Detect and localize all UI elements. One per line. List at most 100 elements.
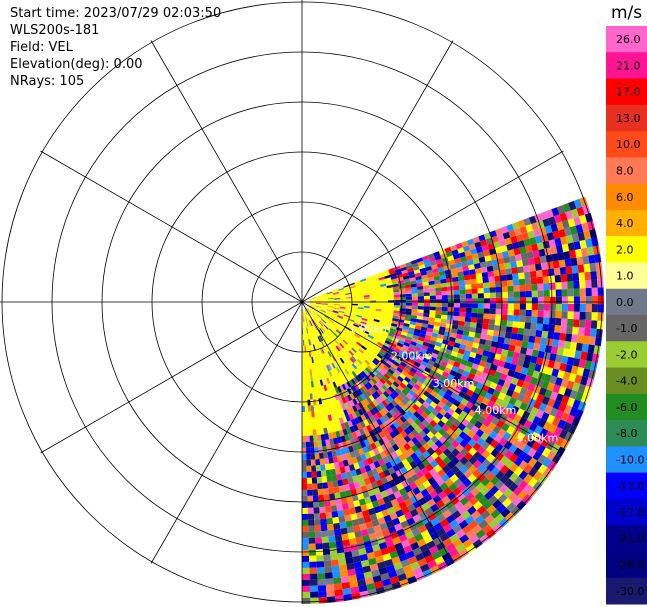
- data-cell: [361, 333, 368, 339]
- data-cell: [422, 426, 431, 435]
- data-cell: [522, 483, 533, 494]
- data-cell: [318, 500, 325, 508]
- data-cell: [587, 344, 595, 354]
- data-cell: [386, 426, 394, 434]
- data-cell: [532, 250, 540, 258]
- data-cell: [544, 345, 553, 354]
- data-cell: [355, 343, 361, 349]
- range-ring-label: 4.00km: [475, 404, 517, 417]
- data-cell: [459, 343, 467, 350]
- data-cell: [305, 423, 310, 430]
- data-cell: [309, 298, 316, 301]
- data-cell: [372, 384, 379, 391]
- colorbar-segment: [606, 446, 647, 474]
- data-cell: [503, 337, 511, 345]
- data-cell: [413, 373, 421, 381]
- data-cell: [534, 336, 542, 344]
- data-cell: [337, 379, 342, 386]
- data-cell: [535, 409, 545, 419]
- data-cell: [307, 307, 313, 312]
- data-cell: [381, 304, 388, 308]
- data-cell: [439, 504, 449, 514]
- data-cell: [514, 399, 523, 409]
- data-cell: [386, 316, 393, 321]
- data-cell: [310, 453, 316, 460]
- data-cell: [459, 307, 466, 313]
- data-cell: [402, 325, 410, 331]
- data-cell: [518, 278, 526, 286]
- data-cell: [328, 487, 335, 495]
- elevation-label: Elevation(deg): 0.00: [10, 57, 143, 72]
- data-cell: [381, 297, 388, 301]
- data-cell: [303, 351, 306, 358]
- data-cell: [412, 500, 422, 509]
- data-cell: [330, 356, 335, 363]
- data-cell: [325, 469, 332, 477]
- data-cell: [528, 467, 538, 478]
- data-cell: [405, 296, 412, 300]
- data-cell: [320, 354, 324, 361]
- data-cell: [338, 515, 346, 523]
- data-cell: [543, 317, 550, 325]
- data-cell: [311, 311, 317, 317]
- data-cell: [363, 515, 372, 524]
- data-cell: [462, 245, 471, 252]
- data-cell: [381, 311, 388, 315]
- data-cell: [364, 359, 371, 366]
- data-cell: [327, 304, 334, 306]
- data-cell: [468, 384, 477, 392]
- data-cell: [359, 387, 366, 394]
- data-cell: [332, 388, 337, 395]
- data-cell: [339, 385, 345, 392]
- data-cell: [414, 346, 422, 352]
- data-cell: [407, 536, 417, 545]
- data-cell: [506, 502, 517, 512]
- data-cell: [353, 361, 360, 368]
- data-cell: [462, 370, 470, 378]
- data-cell: [447, 294, 454, 299]
- data-cell: [378, 322, 386, 327]
- data-cell: [519, 303, 526, 310]
- data-cell: [389, 459, 398, 467]
- data-cell: [449, 263, 457, 270]
- data-cell: [424, 334, 432, 340]
- data-cell: [567, 296, 574, 304]
- data-cell: [446, 281, 454, 287]
- data-cell: [315, 368, 319, 375]
- data-cell: [302, 370, 305, 376]
- data-cell: [307, 307, 313, 312]
- data-cell: [515, 365, 523, 374]
- data-cell: [324, 365, 329, 372]
- data-cell: [502, 343, 510, 351]
- data-cell: [450, 332, 457, 339]
- data-cell: [488, 351, 496, 359]
- data-cell: [310, 332, 314, 339]
- data-cell: [433, 522, 443, 532]
- data-cell: [441, 495, 451, 505]
- data-cell: [454, 372, 463, 380]
- data-cell: [543, 303, 550, 311]
- data-cell: [318, 494, 325, 502]
- data-cell: [448, 298, 454, 304]
- data-cell: [378, 402, 386, 410]
- data-cell: [309, 326, 312, 333]
- data-cell: [436, 368, 444, 376]
- data-cell: [308, 314, 312, 320]
- data-cell: [337, 479, 344, 487]
- data-cell: [351, 494, 359, 502]
- data-cell: [413, 349, 420, 355]
- data-cell: [415, 390, 424, 398]
- data-cell: [320, 293, 327, 297]
- data-cell: [550, 346, 559, 355]
- data-cell: [309, 303, 316, 305]
- data-cell: [440, 318, 447, 324]
- data-cell: [429, 310, 436, 315]
- data-cell: [470, 425, 480, 434]
- data-cell: [351, 370, 358, 378]
- data-cell: [314, 343, 318, 351]
- data-cell: [345, 306, 352, 308]
- data-cell: [411, 436, 419, 445]
- data-cell: [393, 294, 400, 298]
- data-cell: [399, 308, 406, 312]
- data-cell: [518, 480, 528, 490]
